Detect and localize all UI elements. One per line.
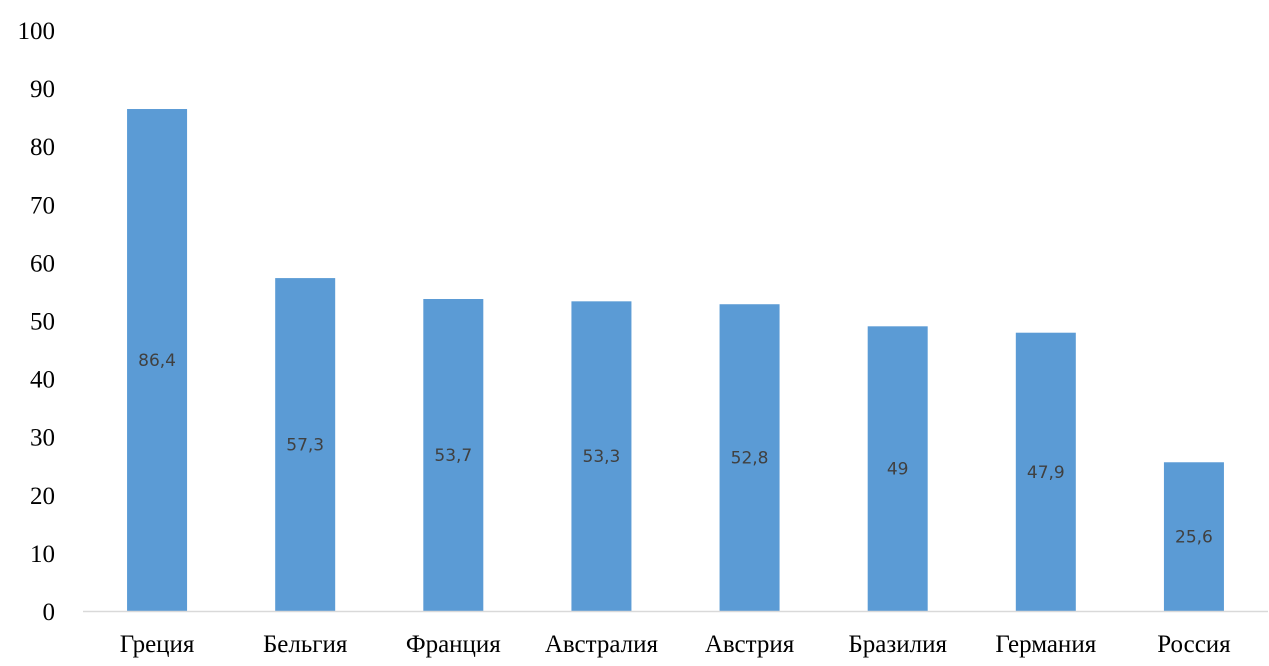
y-tick-label: 50 (30, 309, 55, 336)
data-label: 53,7 (434, 446, 472, 466)
x-tick-label: Франция (406, 631, 501, 658)
y-tick-label: 0 (43, 599, 56, 626)
y-tick-label: 70 (30, 192, 55, 219)
bar-2 (423, 299, 484, 611)
y-tick-label: 60 (30, 250, 55, 277)
bar-6 (1015, 332, 1076, 611)
x-tick-label: Бельгия (263, 631, 348, 658)
bar-1 (275, 278, 336, 611)
y-tick-label: 40 (30, 367, 55, 394)
data-label: 25,6 (1175, 528, 1213, 548)
x-tick-label: Австралия (545, 631, 659, 658)
data-label: 47,9 (1027, 463, 1065, 483)
bars (127, 109, 1224, 612)
bar-5 (867, 326, 928, 611)
data-label: 57,3 (286, 436, 324, 456)
x-tick-label: Россия (1157, 631, 1231, 658)
x-tick-label: Греция (120, 631, 195, 658)
data-label: 49 (887, 460, 909, 480)
data-label: 53,3 (583, 447, 621, 467)
data-label: 52,8 (731, 449, 769, 469)
y-tick-label: 20 (30, 483, 55, 510)
data-labels: 86,4 57,3 53,7 53,3 52,8 49 47,9 25,6 (138, 351, 1213, 548)
bar-7 (1163, 462, 1224, 611)
y-tick-label: 10 (30, 541, 55, 568)
x-tick-label: Германия (995, 631, 1096, 658)
y-tick-label: 80 (30, 134, 55, 161)
x-axis-ticks: Греция Бельгия Франция Австралия Австрия Браз… (120, 631, 1231, 658)
x-tick-label: Австрия (705, 631, 795, 658)
y-axis-ticks: 0 10 20 30 40 50 60 70 80 90 100 (18, 18, 56, 626)
y-tick-label: 90 (30, 76, 55, 103)
x-tick-label: Бразилия (848, 631, 947, 658)
data-label: 86,4 (138, 351, 176, 371)
y-tick-label: 100 (18, 18, 56, 45)
y-tick-label: 30 (30, 425, 55, 452)
bar-3 (571, 301, 632, 611)
bar-4 (719, 304, 780, 611)
bar-0 (127, 109, 188, 612)
